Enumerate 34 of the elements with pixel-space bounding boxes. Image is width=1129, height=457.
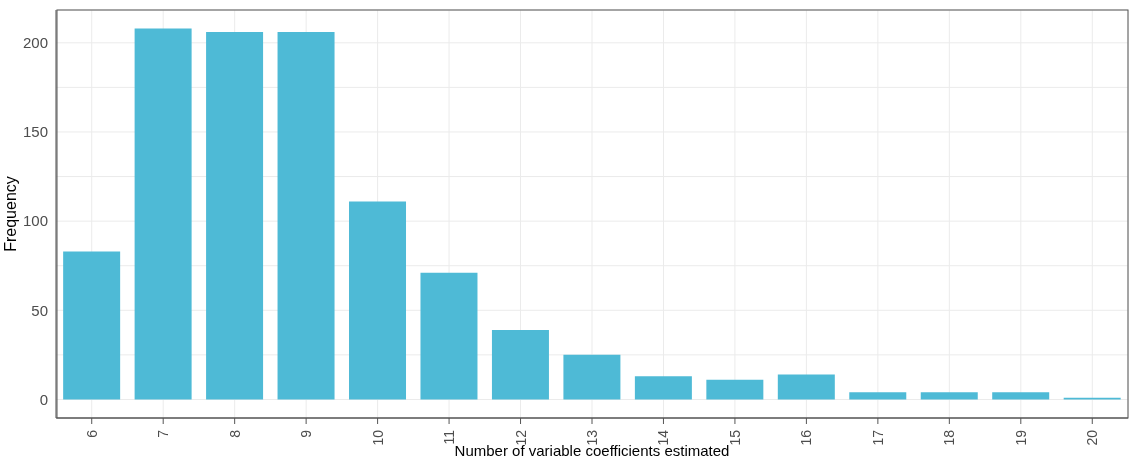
x-tick-label: 8	[226, 429, 243, 438]
y-tick-label: 0	[39, 390, 48, 408]
x-tick-label: 11	[441, 429, 458, 445]
bar	[992, 392, 1050, 400]
bar	[134, 28, 192, 400]
x-tick-label: 9	[298, 429, 315, 438]
x-tick-label: 14	[655, 429, 672, 446]
y-tick-label: 50	[31, 301, 48, 319]
bar	[63, 251, 121, 400]
x-tick-label: 7	[155, 429, 172, 438]
bar	[349, 201, 407, 400]
x-tick-label: 10	[369, 429, 386, 446]
y-tick-label: 150	[22, 123, 48, 141]
x-tick-label: 16	[798, 429, 815, 446]
x-tick-label: 17	[869, 429, 886, 446]
x-tick-label: 19	[1012, 429, 1029, 446]
bar	[277, 32, 335, 400]
y-tick-label: 200	[22, 34, 48, 52]
bar	[206, 32, 264, 400]
bar	[920, 392, 978, 400]
bar	[706, 379, 764, 400]
bar	[634, 376, 692, 400]
x-tick-label: 13	[584, 429, 600, 446]
bar	[491, 329, 549, 400]
x-tick-label: 18	[941, 429, 958, 446]
x-tick-label: 6	[83, 429, 100, 438]
x-tick-label: 15	[726, 429, 743, 446]
x-tick-label: 20	[1084, 429, 1101, 446]
bar	[777, 374, 835, 400]
bar	[420, 272, 478, 400]
y-tick-label: 100	[22, 212, 48, 230]
bar	[563, 354, 621, 400]
bar	[849, 392, 907, 400]
y-axis-title: Frequency	[1, 176, 19, 252]
